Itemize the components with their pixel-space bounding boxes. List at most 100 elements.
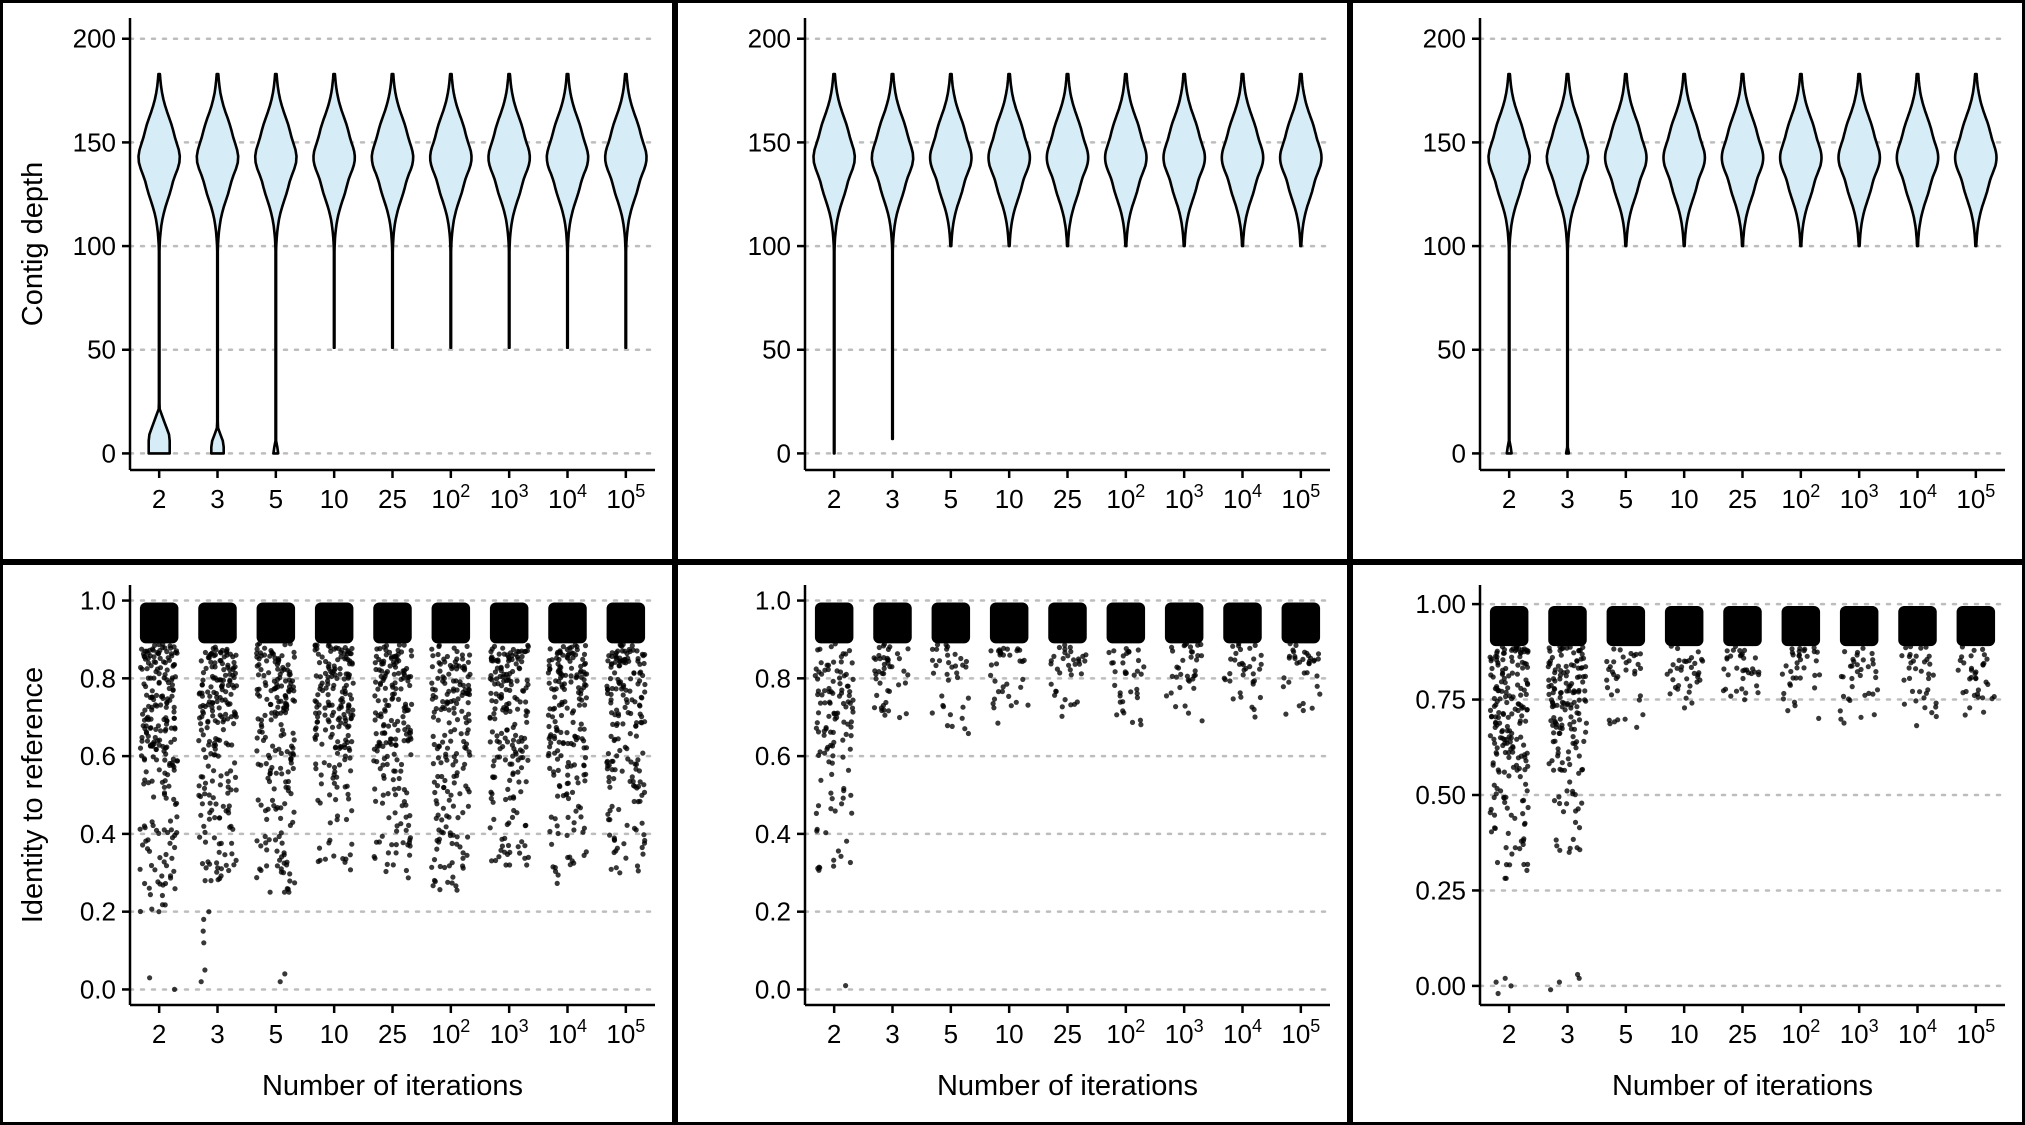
data-point bbox=[554, 823, 560, 829]
data-point bbox=[1783, 663, 1789, 669]
data-point bbox=[150, 822, 156, 829]
data-point bbox=[873, 676, 879, 682]
data-point bbox=[884, 657, 891, 663]
data-point bbox=[525, 644, 531, 650]
data-point bbox=[608, 697, 614, 703]
points-10^5 bbox=[604, 602, 648, 876]
data-point bbox=[1008, 703, 1014, 709]
data-point bbox=[1564, 788, 1570, 794]
data-point bbox=[153, 757, 160, 763]
data-point bbox=[390, 691, 396, 697]
data-point bbox=[198, 727, 204, 733]
data-point bbox=[560, 652, 566, 658]
data-point bbox=[218, 866, 224, 872]
data-point bbox=[508, 682, 514, 688]
data-point bbox=[828, 644, 834, 650]
data-point bbox=[444, 757, 450, 763]
data-point bbox=[1114, 712, 1120, 718]
data-point bbox=[350, 680, 356, 686]
data-point bbox=[1565, 749, 1572, 755]
data-point bbox=[549, 657, 555, 663]
data-point bbox=[1606, 666, 1612, 673]
x-tick-label: 102 bbox=[431, 1016, 470, 1049]
data-point bbox=[345, 671, 351, 677]
data-point bbox=[1866, 690, 1872, 697]
data-point bbox=[144, 715, 150, 722]
data-point bbox=[209, 664, 215, 670]
data-point bbox=[519, 648, 525, 654]
data-point bbox=[400, 714, 406, 720]
data-point bbox=[885, 688, 891, 694]
data-point bbox=[264, 696, 270, 702]
data-point bbox=[1174, 664, 1180, 670]
x-tick-label: 25 bbox=[1728, 484, 1757, 514]
panel-frame bbox=[675, 562, 1350, 1125]
data-point bbox=[515, 706, 521, 712]
y-tick-label: 150 bbox=[1423, 127, 1466, 157]
data-point bbox=[430, 883, 436, 889]
data-point bbox=[1191, 685, 1197, 691]
data-point bbox=[1791, 699, 1798, 705]
data-point bbox=[1074, 699, 1080, 705]
data-point bbox=[161, 790, 168, 796]
data-point bbox=[1676, 657, 1682, 664]
data-point bbox=[1168, 690, 1174, 696]
data-point bbox=[569, 644, 575, 650]
points-5 bbox=[929, 602, 972, 737]
panel-frame bbox=[0, 0, 675, 562]
data-point bbox=[380, 743, 386, 750]
data-point bbox=[279, 653, 285, 659]
data-point bbox=[581, 825, 588, 831]
data-point bbox=[204, 725, 210, 731]
data-point bbox=[570, 719, 576, 726]
data-point bbox=[1571, 726, 1578, 732]
data-point bbox=[283, 779, 289, 785]
data-point bbox=[435, 675, 441, 681]
data-point bbox=[627, 688, 633, 694]
data-point bbox=[404, 665, 410, 672]
y-tick-label: 0.2 bbox=[80, 897, 116, 927]
data-point bbox=[947, 712, 954, 718]
data-point bbox=[450, 803, 456, 809]
data-point bbox=[1918, 668, 1924, 674]
data-point bbox=[226, 867, 232, 874]
data-point bbox=[1583, 729, 1589, 735]
data-point bbox=[574, 644, 580, 650]
violin-2 bbox=[137, 72, 182, 455]
data-point bbox=[1972, 671, 1978, 677]
data-point bbox=[313, 699, 319, 705]
data-point bbox=[442, 680, 448, 686]
data-point bbox=[391, 662, 397, 668]
data-point bbox=[848, 733, 854, 739]
data-point bbox=[944, 723, 951, 729]
data-point bbox=[153, 726, 159, 733]
data-point bbox=[1006, 693, 1012, 700]
data-point bbox=[255, 672, 262, 678]
points-10^3 bbox=[1837, 606, 1881, 726]
y-tick-label: 0.6 bbox=[80, 741, 116, 771]
data-point bbox=[281, 889, 288, 895]
data-point bbox=[1967, 676, 1973, 682]
data-point bbox=[516, 739, 522, 745]
data-point bbox=[1000, 684, 1006, 690]
data-point bbox=[144, 738, 151, 744]
data-point bbox=[625, 756, 631, 762]
data-point bbox=[512, 721, 518, 727]
data-point bbox=[224, 648, 230, 654]
data-point bbox=[496, 739, 502, 745]
data-point bbox=[450, 874, 456, 880]
data-point bbox=[1498, 788, 1504, 794]
dense-points bbox=[373, 602, 412, 644]
data-point bbox=[629, 697, 635, 703]
data-point bbox=[502, 757, 508, 763]
data-point bbox=[1499, 688, 1505, 694]
data-point bbox=[1258, 652, 1264, 658]
data-point bbox=[463, 714, 469, 721]
data-point bbox=[642, 681, 648, 688]
data-point bbox=[518, 789, 524, 795]
data-point bbox=[465, 659, 471, 665]
data-point bbox=[274, 662, 280, 668]
data-point bbox=[496, 854, 502, 860]
data-point bbox=[605, 751, 612, 757]
